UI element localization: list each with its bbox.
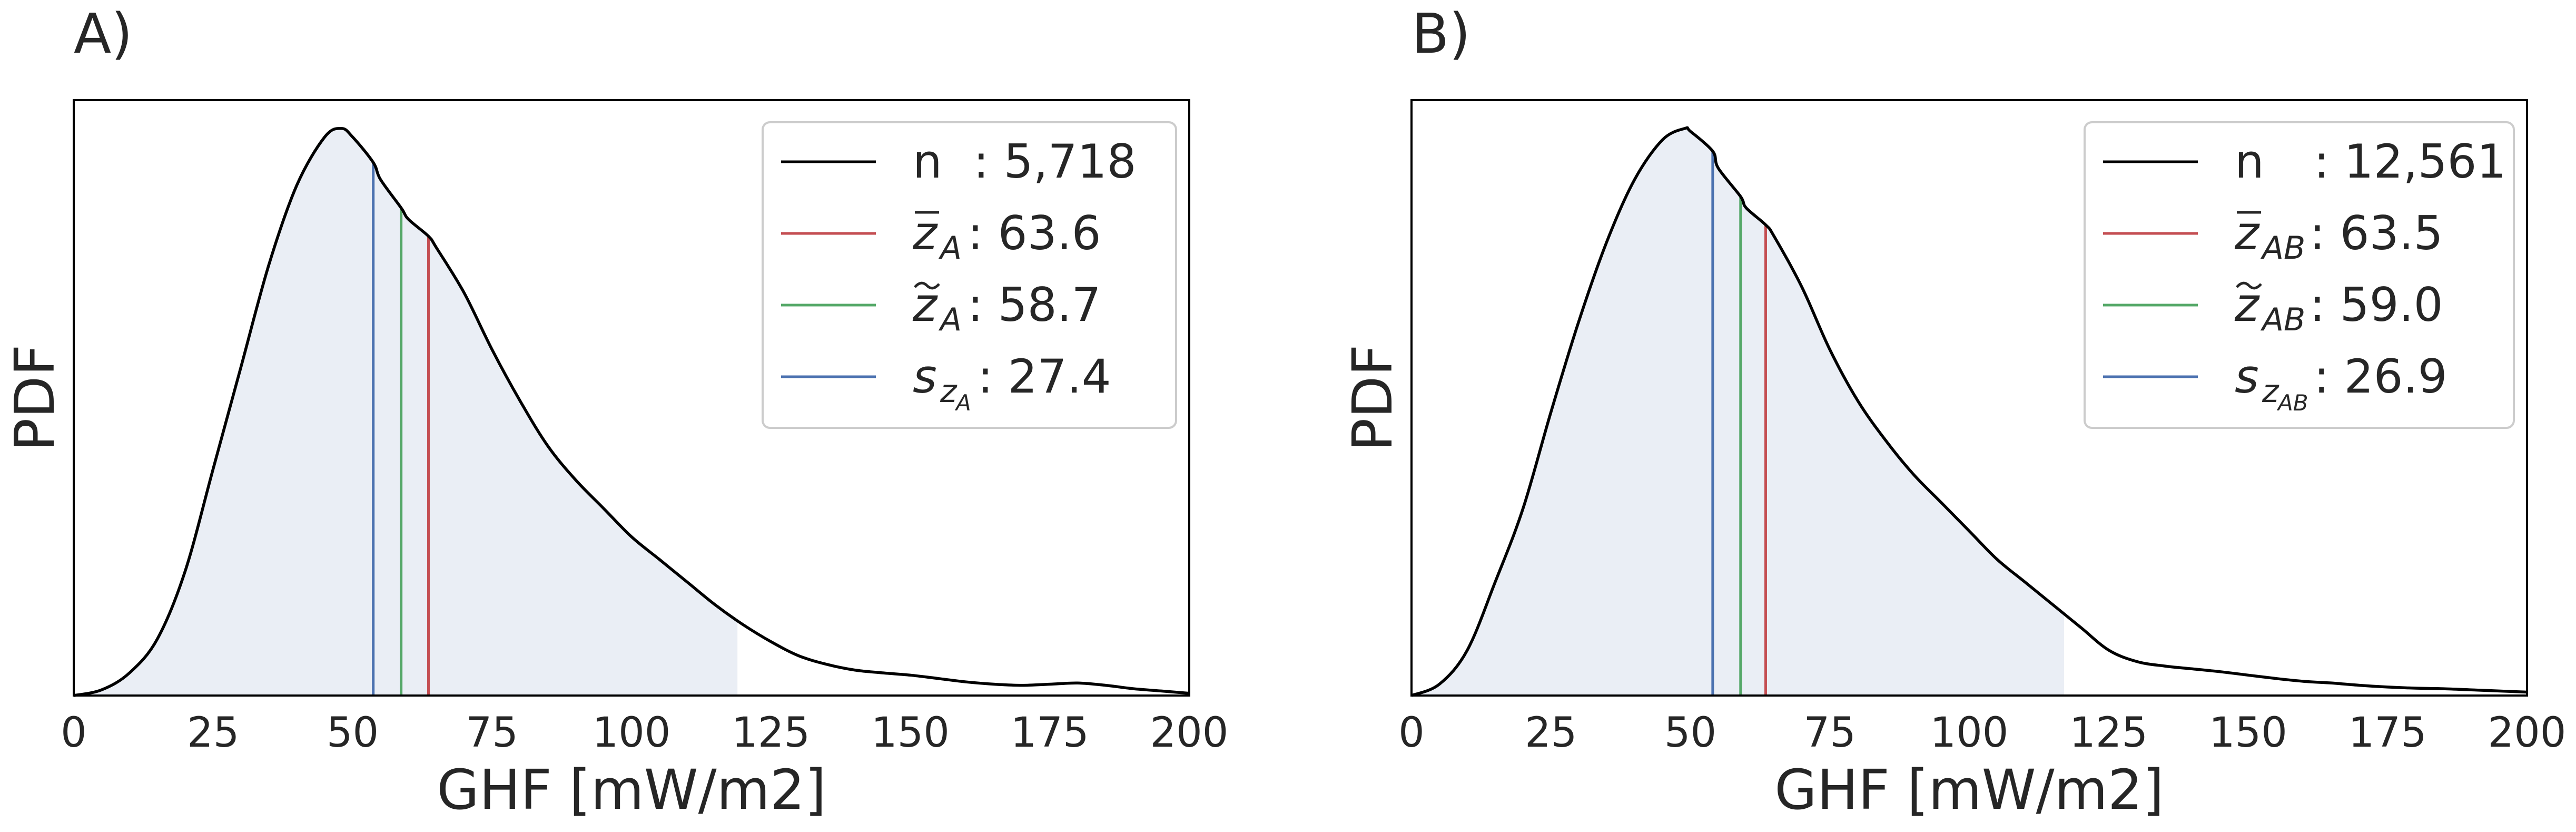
x-tick-label: 100 xyxy=(1930,709,2009,757)
y-axis-label: PDF xyxy=(1340,345,1405,452)
legend-entry: s zA : 27.4 xyxy=(781,349,1111,416)
x-tick-label: 200 xyxy=(2488,709,2567,757)
x-tick-label: 100 xyxy=(593,709,671,757)
legend-entry: z AB: 59.0 xyxy=(2103,278,2443,338)
x-tick-label: 50 xyxy=(1664,709,1716,757)
panel-a: 0 25 50 75 100 125 150 175 200 GHF [mW/m2] PDF A) n:… xyxy=(3,2,1228,822)
x-tick-label: 125 xyxy=(732,709,810,757)
legend-symbol: z xyxy=(2234,206,2260,260)
legend-subsubscript: A xyxy=(954,390,971,416)
density-curve xyxy=(73,127,1190,697)
density-curve xyxy=(1410,126,2528,697)
legend-entry: n : 12,561 xyxy=(2103,134,2506,189)
legend-value: : 63.5 xyxy=(2309,206,2443,260)
x-tick-label: 75 xyxy=(1804,709,1856,757)
x-tick-label: 200 xyxy=(1150,709,1229,757)
legend-subscript: A xyxy=(938,230,962,267)
density-fill xyxy=(1412,128,2064,696)
legend-symbol: s xyxy=(913,349,937,404)
x-tick-label: 0 xyxy=(1398,709,1425,757)
x-tick-label: 75 xyxy=(466,709,518,757)
legend-box xyxy=(762,121,1177,429)
legend-value: : 58.7 xyxy=(968,278,1101,332)
axes-frame xyxy=(73,99,1190,697)
legend-subscript: z xyxy=(2262,373,2279,410)
panel-label: A) xyxy=(74,2,133,66)
axes-frame xyxy=(1410,99,2528,697)
x-tick-label: 0 xyxy=(61,709,87,757)
legend-entry: n : 5,718 xyxy=(781,134,1137,189)
x-tick-label: 150 xyxy=(2209,709,2287,757)
legend-value: : 26.9 xyxy=(2314,349,2447,404)
legend-value: : 59.0 xyxy=(2309,278,2443,332)
legend-value: : 12,561 xyxy=(2314,134,2506,189)
legend-symbol: z xyxy=(912,206,938,260)
x-axis-label: GHF [mW/m2] xyxy=(437,758,826,822)
x-tick-label: 175 xyxy=(1011,709,1089,757)
x-axis-label: GHF [mW/m2] xyxy=(1774,758,2164,822)
legend-subscript: z xyxy=(940,373,958,410)
legend-subscript: AB xyxy=(2260,301,2305,338)
legend-box xyxy=(2084,121,2515,429)
legend-subsubscript: AB xyxy=(2276,390,2308,416)
legend-entry: s zAB: 26.9 xyxy=(2103,349,2447,416)
x-tick-label: 125 xyxy=(2069,709,2148,757)
legend-entry: z AB: 63.5 xyxy=(2103,206,2443,267)
legend-value: : 5,718 xyxy=(973,134,1137,189)
x-tick-label: 50 xyxy=(327,709,379,757)
legend-symbol: n xyxy=(913,134,942,189)
legend-value: : 63.6 xyxy=(968,206,1101,260)
legend-subscript: AB xyxy=(2260,230,2305,267)
x-tick-label: 175 xyxy=(2348,709,2427,757)
x-tick-label: 25 xyxy=(187,709,239,757)
panel-b: 0 25 50 75 100 125 150 175 200 GHF [mW/m2] PDF B) n:… xyxy=(1340,2,2566,822)
legend-symbol: s xyxy=(2235,349,2259,404)
legend-tilde xyxy=(914,281,940,290)
legend-value: : 27.4 xyxy=(978,349,1111,404)
legend-tilde xyxy=(2236,281,2262,290)
panel-label: B) xyxy=(1412,2,1470,66)
legend-subscript: A xyxy=(938,301,962,338)
x-tick-label: 150 xyxy=(871,709,950,757)
x-tick-label: 25 xyxy=(1525,709,1577,757)
y-axis-label: PDF xyxy=(3,345,67,452)
density-fill xyxy=(74,128,738,696)
legend-symbol: n xyxy=(2235,134,2264,189)
